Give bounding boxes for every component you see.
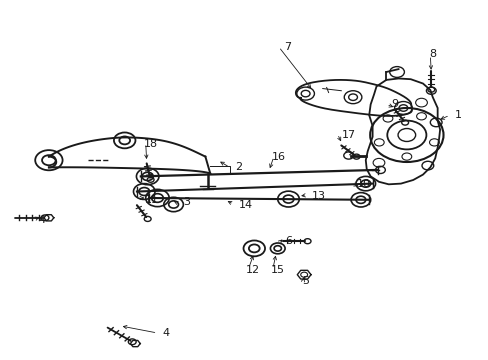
Text: 3: 3	[183, 197, 190, 207]
Text: 17: 17	[342, 130, 356, 140]
Text: 15: 15	[270, 265, 284, 275]
Text: 6: 6	[285, 236, 292, 246]
Text: 9: 9	[390, 99, 398, 109]
Text: 14: 14	[238, 200, 252, 210]
Text: 11: 11	[144, 195, 159, 205]
Text: 7: 7	[283, 42, 290, 52]
Text: 2: 2	[234, 162, 242, 172]
Text: 4: 4	[38, 215, 45, 225]
Text: 18: 18	[143, 139, 157, 149]
Text: 4: 4	[162, 328, 169, 338]
Text: 16: 16	[271, 152, 285, 162]
Text: 10: 10	[356, 179, 370, 189]
Text: 12: 12	[246, 265, 260, 275]
Text: 13: 13	[311, 191, 325, 201]
Text: 1: 1	[454, 110, 461, 120]
Text: 8: 8	[428, 49, 435, 59]
Text: 5: 5	[302, 276, 308, 286]
